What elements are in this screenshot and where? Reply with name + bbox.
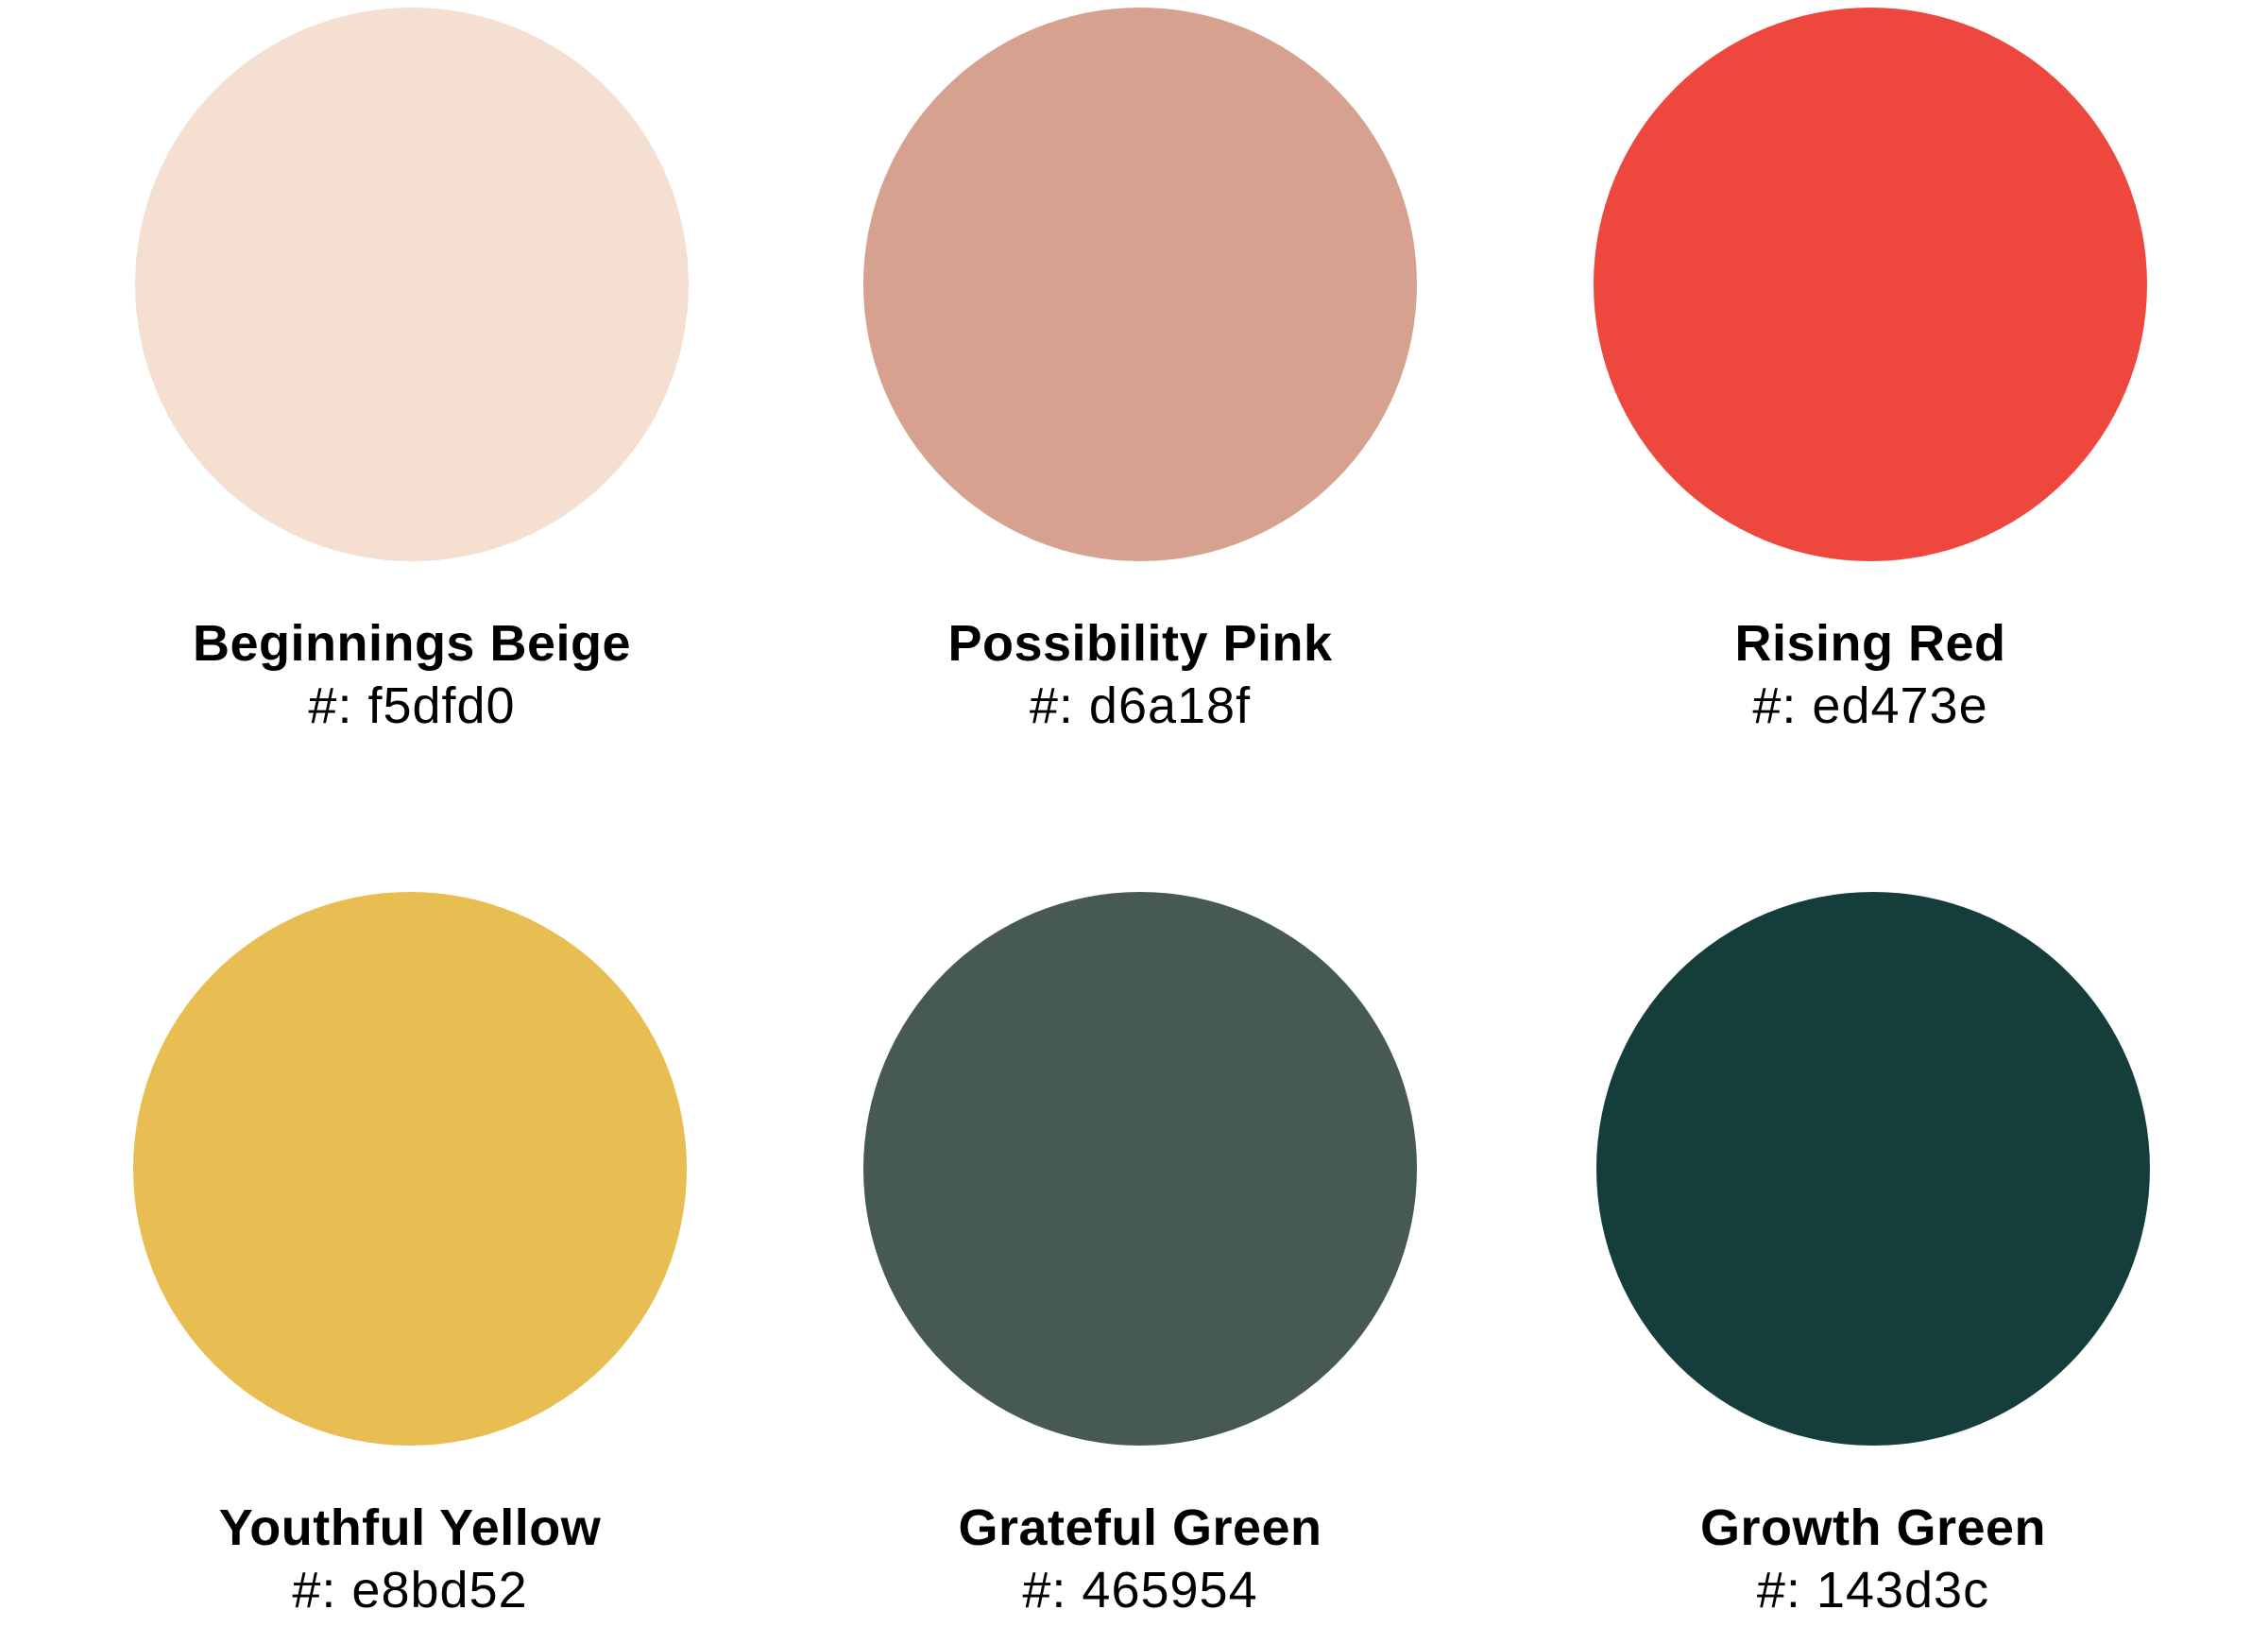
swatch-rising-red: Rising Red #: ed473e [1506,8,2235,737]
swatch-name: Youthful Yellow [218,1499,602,1556]
color-circle [133,892,687,1446]
swatch-grateful-green: Grateful Green #: 465954 [776,892,1505,1621]
swatch-growth-green: Growth Green #: 143d3c [1509,892,2238,1621]
swatch-youthful-yellow: Youthful Yellow #: e8bd52 [45,892,775,1621]
swatch-hex-code: #: d6a18f [1029,677,1252,734]
swatch-name: Beginnings Beige [192,615,632,672]
swatch-name: Rising Red [1734,615,2006,672]
swatch-name: Possibility Pink [947,615,1333,672]
swatch-hex-code: #: f5dfd0 [308,677,516,734]
swatch-possibility-pink: Possibility Pink #: d6a18f [776,8,1505,737]
swatch-hex-code: #: 465954 [1022,1562,1258,1618]
swatch-name: Growth Green [1699,1499,2047,1556]
color-circle [135,8,689,561]
swatch-hex-code: #: e8bd52 [292,1562,528,1618]
color-circle [863,8,1417,561]
swatch-hex-code: #: 143d3c [1756,1562,1990,1618]
color-circle [863,892,1417,1446]
swatch-hex-code: #: ed473e [1752,677,1988,734]
color-circle [1594,8,2147,561]
swatch-name: Grateful Green [958,1499,1322,1556]
color-circle [1596,892,2150,1446]
swatch-beginnings-beige: Beginnings Beige #: f5dfd0 [47,8,776,737]
